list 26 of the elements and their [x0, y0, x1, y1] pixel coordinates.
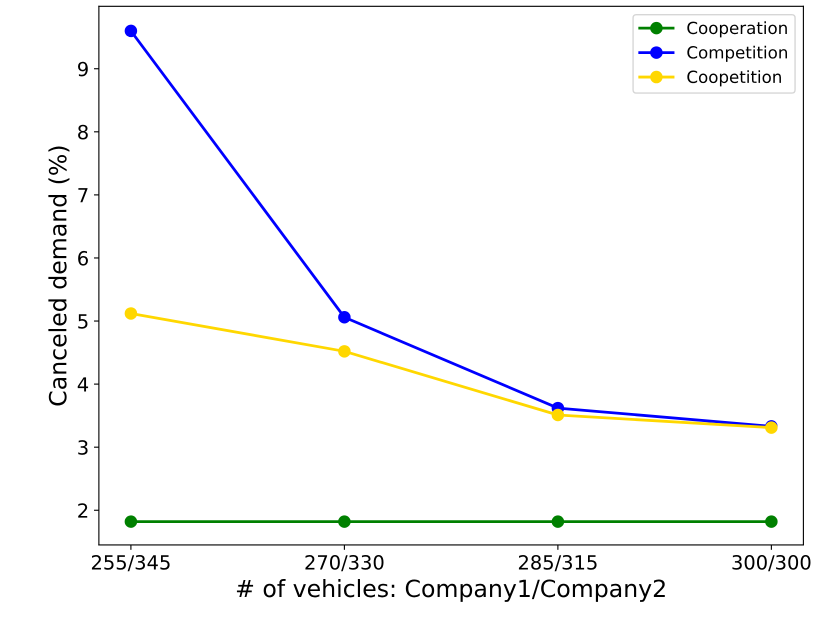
x-tick-label: 270/330	[305, 555, 384, 572]
point	[124, 307, 138, 320]
point	[552, 515, 564, 528]
point	[552, 408, 564, 422]
y-tick-label: 9	[78, 62, 88, 76]
x-tick-label: 255/345	[92, 555, 170, 572]
y-tick-label: 6	[78, 250, 88, 266]
point	[124, 24, 138, 38]
legend-label: Competition	[687, 46, 787, 62]
point	[338, 515, 351, 528]
legend-label: Coopetition	[687, 70, 781, 86]
y-tick-label: 3	[78, 440, 88, 455]
x-axis-title: # of vehicles: Company1/Company2	[236, 579, 665, 602]
y-tick-label: 2	[78, 503, 88, 518]
y-tick-label: 7	[78, 188, 88, 202]
legend-label: Cooperation	[687, 21, 787, 38]
point	[338, 345, 351, 358]
x-tick-label: 285/315	[518, 555, 597, 572]
y-tick-label: 4	[78, 377, 88, 392]
point	[124, 515, 138, 528]
point	[765, 515, 778, 528]
x-tick-label: 300/300	[732, 555, 810, 572]
y-axis-title: Canceled demand (%)	[48, 146, 70, 406]
y-tick-label: 8	[78, 124, 88, 140]
y-tick-label: 5	[78, 314, 88, 329]
point	[338, 311, 351, 324]
